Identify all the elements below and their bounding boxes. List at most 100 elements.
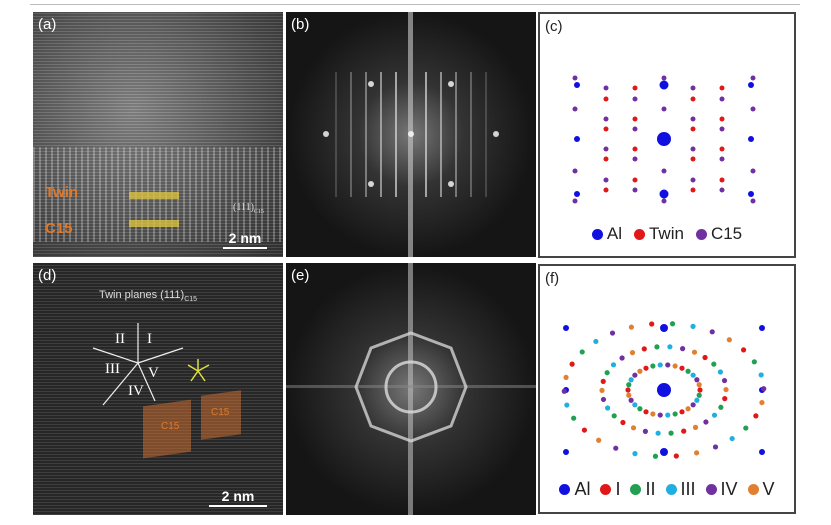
- twin-variant-spot: [649, 321, 655, 327]
- twin-highlight: [129, 192, 179, 199]
- streak-row: [365, 72, 367, 197]
- twin-variant-spot: [761, 386, 767, 392]
- panel-label: (a): [38, 16, 57, 33]
- twin-variant-spot: [569, 361, 575, 367]
- twin-variant-spot: [680, 345, 686, 352]
- c15-spot: [572, 75, 578, 81]
- top-rule: [30, 4, 800, 5]
- twin-variant-spot: [609, 330, 616, 336]
- twin-spot: [719, 146, 725, 152]
- c15-label: C15: [45, 220, 73, 237]
- al-spot: [748, 136, 754, 142]
- al-spot: [748, 191, 754, 197]
- al-spot: [574, 136, 580, 142]
- al-spot: [574, 191, 580, 197]
- al-spot: [657, 132, 671, 146]
- legend-label: Al: [574, 479, 591, 499]
- domain-label-i: I: [147, 331, 152, 347]
- al-spot: [759, 449, 765, 455]
- twin-variant-spot: [641, 346, 647, 352]
- twin-variant-spot: [751, 359, 757, 365]
- c15-spot: [750, 75, 756, 81]
- c15-spot: [661, 106, 667, 112]
- twin-spot: [603, 96, 609, 102]
- twin-variant-spot: [610, 362, 617, 368]
- twin-spot: [632, 146, 638, 152]
- al-spot: [563, 325, 569, 331]
- streak-row: [440, 72, 442, 197]
- twin-variant-spot: [625, 387, 631, 393]
- c15-spot: [632, 126, 638, 132]
- twin-variant-spot: [600, 396, 607, 403]
- diffraction-spot: [448, 81, 454, 87]
- twin-variant-spot: [613, 445, 619, 451]
- twin-variant-spot: [726, 337, 732, 343]
- legend-label: V: [762, 479, 775, 499]
- twin-variant-spot: [673, 453, 679, 459]
- twin-variant-spot: [721, 377, 728, 384]
- c15-spot: [719, 187, 725, 193]
- legend-item-twin: Twin: [633, 224, 684, 244]
- panel-label: (b): [291, 16, 310, 33]
- twin-variant-spot: [697, 387, 703, 393]
- twin-spot: [632, 85, 638, 91]
- twin-variant-spot: [643, 365, 649, 371]
- twin-variant-spot: [642, 428, 648, 435]
- twin-variant-spot: [712, 444, 719, 450]
- twin-variant-spot: [637, 406, 643, 412]
- twin-variant-spot: [571, 415, 577, 421]
- twin-variant-spot: [611, 413, 617, 419]
- twin-variant-spot: [657, 412, 663, 418]
- panel-label: (d): [38, 267, 57, 284]
- c15-spot: [661, 198, 667, 204]
- twin-variant-spot: [665, 412, 671, 418]
- twin-variant-spot: [643, 409, 649, 415]
- panel-label: (e): [291, 267, 310, 284]
- legend-label: II: [645, 479, 656, 499]
- fft-pattern: [286, 263, 536, 515]
- legend-marker: [695, 228, 707, 240]
- twin-spot: [690, 96, 696, 102]
- twin-spot: [603, 187, 609, 193]
- twin-variant-spot: [717, 369, 723, 375]
- twin-variant-spot: [579, 349, 585, 355]
- twin-variant-spot: [696, 392, 702, 398]
- twin-variant-spot: [667, 344, 673, 350]
- twin-spot: [719, 85, 725, 91]
- panel-d-hrtem: (d) Twin planes (111)C15 C15 C15 I II II…: [33, 263, 283, 515]
- diffraction-spot: [493, 131, 499, 137]
- twin-spot: [603, 126, 609, 132]
- twin-variant-spot: [758, 372, 764, 378]
- twin-variant-spot: [637, 368, 643, 374]
- twin-variant-spot: [655, 430, 661, 436]
- twin-variant-spot: [722, 396, 728, 402]
- twin-variant-spot: [753, 413, 759, 419]
- scale-bar: 2 nm: [223, 230, 267, 249]
- twin-domain-lines: [92, 323, 210, 406]
- diffraction-schematic: [572, 75, 756, 204]
- c15-spot: [719, 156, 725, 162]
- twin-variant-spot: [681, 428, 687, 434]
- twin-spot: [690, 187, 696, 193]
- twin-variant-spot: [626, 382, 632, 388]
- twin-variant-spot: [628, 324, 634, 330]
- twin-variant-spot: [564, 402, 570, 408]
- c15-spot: [632, 156, 638, 162]
- c15-spot: [603, 177, 609, 183]
- twin-variant-spot: [679, 409, 685, 415]
- streak-row: [425, 72, 427, 197]
- twin-spot: [690, 126, 696, 132]
- al-spot: [563, 449, 569, 455]
- twin-variant-spot: [696, 382, 702, 388]
- legend-item-i: I: [600, 479, 620, 500]
- twin-variant-spot: [740, 347, 747, 353]
- twin-spot: [632, 177, 638, 183]
- twin-variant-spot: [665, 362, 671, 368]
- panel-e-fft: (e): [286, 263, 536, 515]
- twin-variant-spot: [628, 397, 634, 403]
- twin-variant-spot: [654, 344, 660, 350]
- c15-spot: [719, 126, 725, 132]
- legend: Al I II III IV V: [540, 479, 794, 500]
- twin-variant-spot: [632, 372, 638, 378]
- twin-variant-spot: [703, 419, 709, 425]
